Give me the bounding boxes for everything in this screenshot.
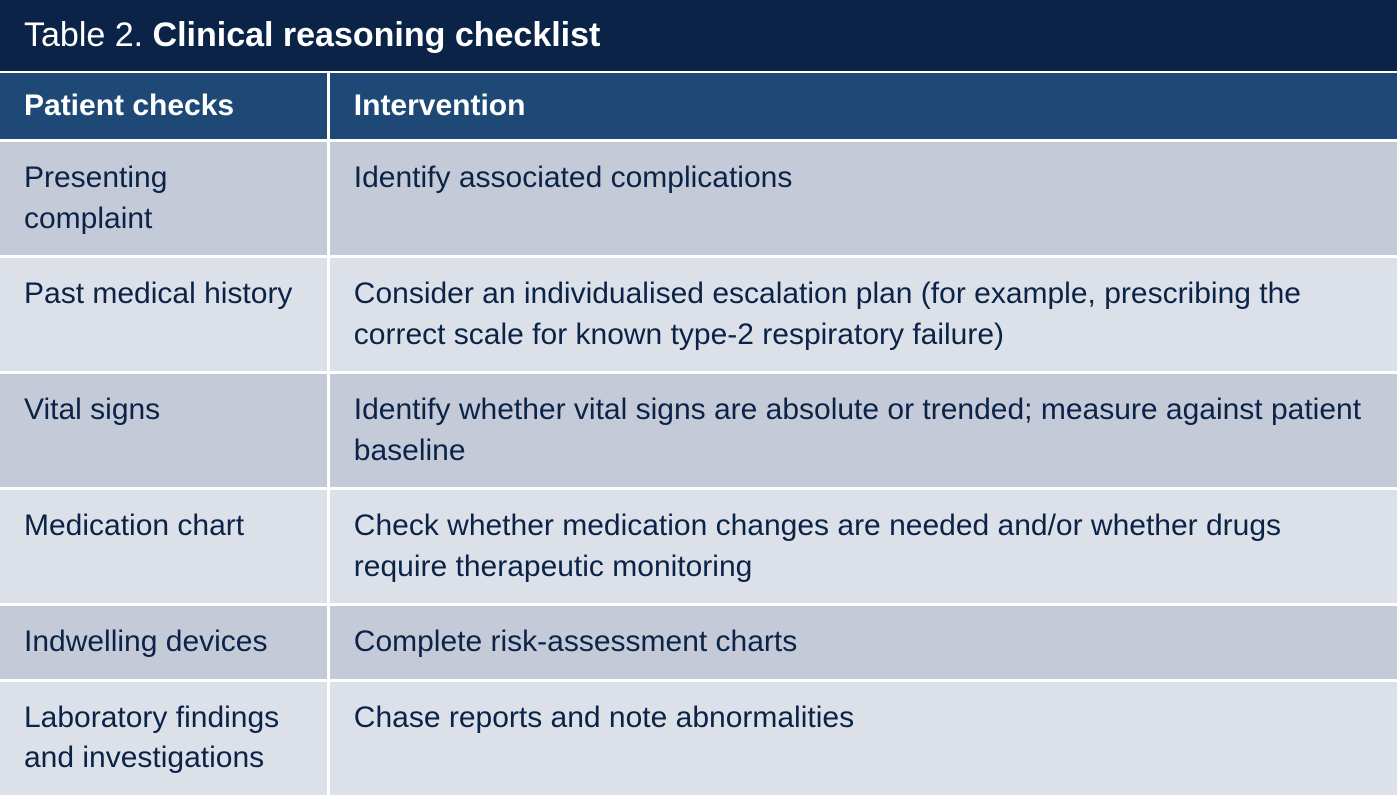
table-row: Vital signs Identify whether vital signs… bbox=[0, 373, 1397, 489]
title-main: Clinical reasoning checklist bbox=[153, 16, 601, 54]
cell-check: Indwelling devices bbox=[0, 605, 328, 681]
title-prefix: Table 2. bbox=[24, 16, 153, 54]
table-header-row: Patient checks Intervention bbox=[0, 73, 1397, 141]
table-title: Table 2. Clinical reasoning checklist bbox=[0, 0, 1397, 73]
cell-check: Presenting complaint bbox=[0, 141, 328, 257]
cell-intervention: Complete risk-assessment charts bbox=[328, 605, 1397, 681]
cell-intervention: Identify whether vital signs are absolut… bbox=[328, 373, 1397, 489]
column-header-intervention: Intervention bbox=[328, 73, 1397, 141]
table-row: Past medical history Consider an individ… bbox=[0, 257, 1397, 373]
clinical-reasoning-table: Table 2. Clinical reasoning checklist Pa… bbox=[0, 0, 1397, 795]
column-header-checks: Patient checks bbox=[0, 73, 328, 141]
cell-check: Vital signs bbox=[0, 373, 328, 489]
table-row: Indwelling devices Complete risk-assessm… bbox=[0, 605, 1397, 681]
table: Patient checks Intervention Presenting c… bbox=[0, 73, 1397, 795]
cell-intervention: Check whether medication changes are nee… bbox=[328, 489, 1397, 605]
cell-check: Laboratory findings and investigations bbox=[0, 680, 328, 795]
cell-intervention: Identify associated complications bbox=[328, 141, 1397, 257]
table-row: Medication chart Check whether medicatio… bbox=[0, 489, 1397, 605]
table-row: Presenting complaint Identify associated… bbox=[0, 141, 1397, 257]
table-row: Laboratory findings and investigations C… bbox=[0, 680, 1397, 795]
cell-intervention: Consider an individualised escalation pl… bbox=[328, 257, 1397, 373]
cell-check: Medication chart bbox=[0, 489, 328, 605]
cell-intervention: Chase reports and note abnormalities bbox=[328, 680, 1397, 795]
cell-check: Past medical history bbox=[0, 257, 328, 373]
